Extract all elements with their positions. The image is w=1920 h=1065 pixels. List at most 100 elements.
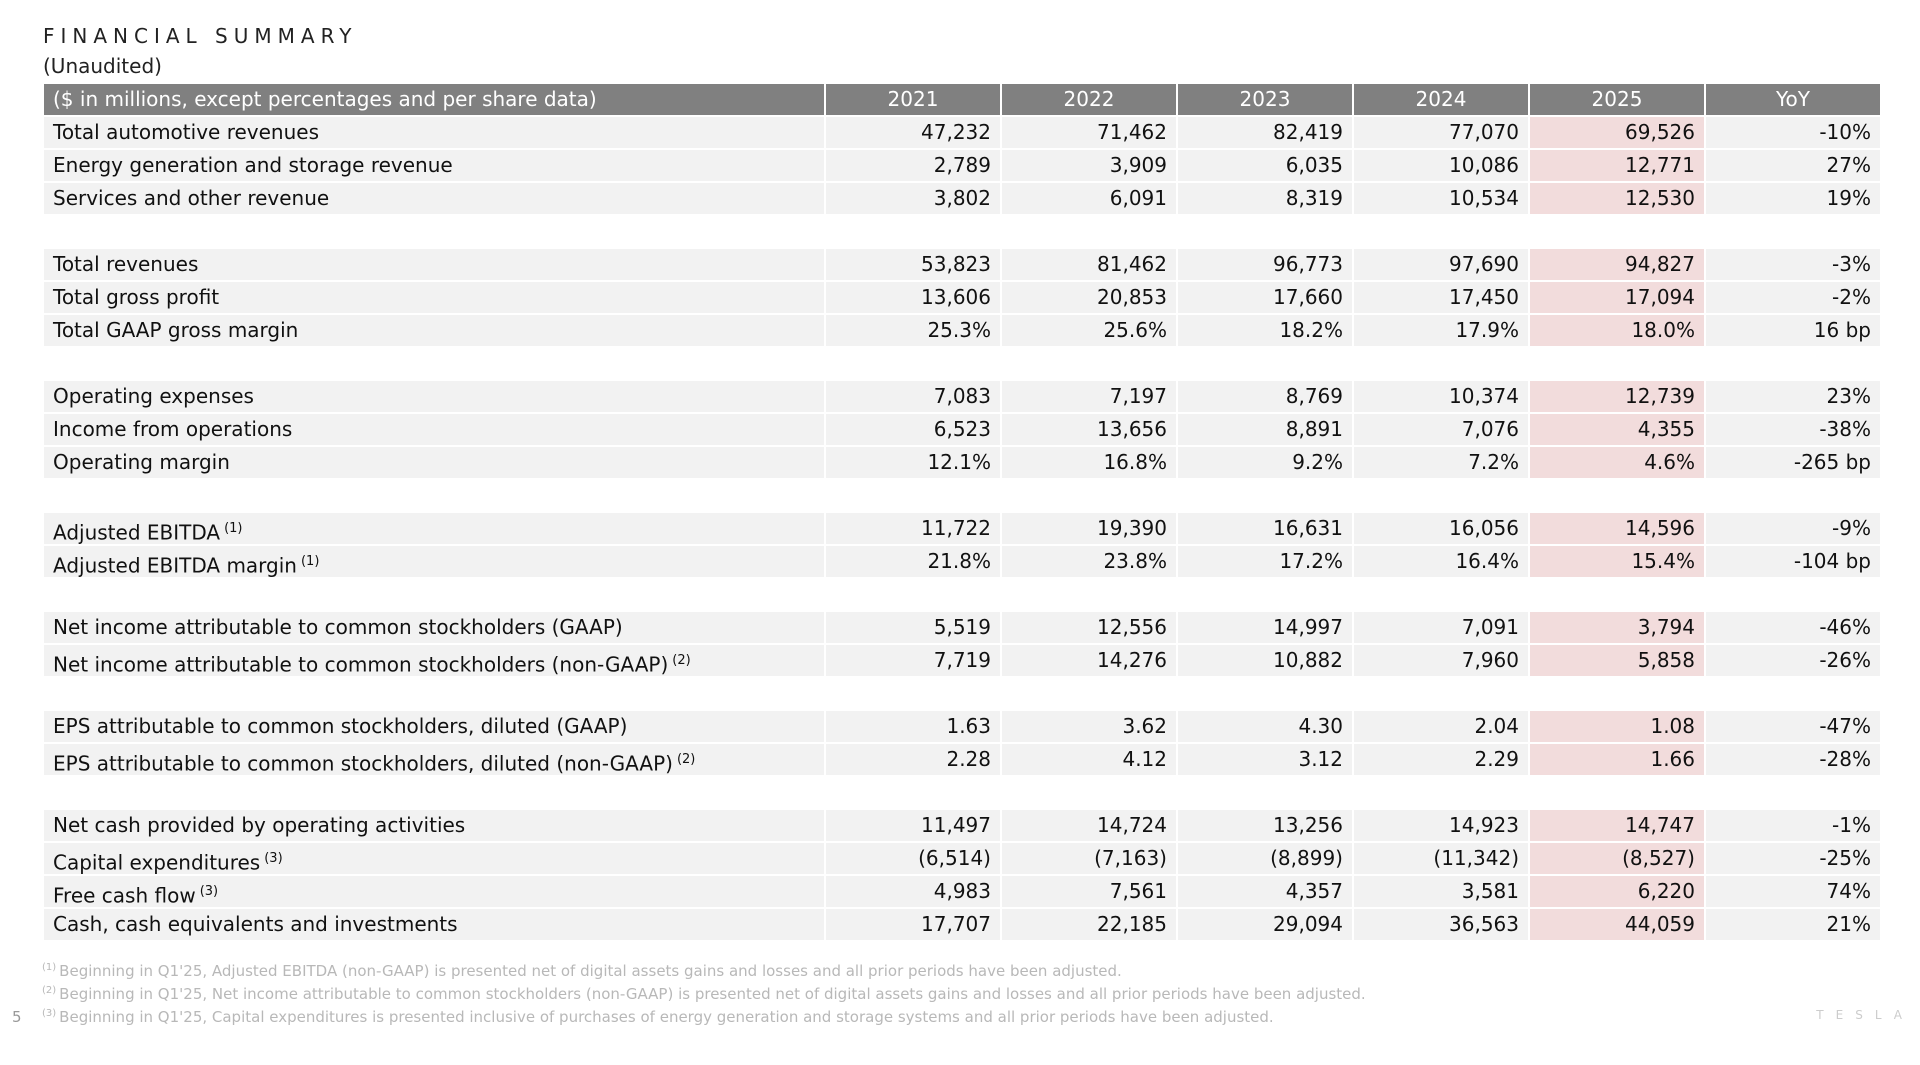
value-cell: 29,094 [1178,909,1352,940]
table-row: Operating expenses 7,083 7,197 8,769 10,374 1… [44,381,1882,412]
value-cell: 3,909 [1002,150,1176,181]
table-row: EPS attributable to common stockholders,… [44,711,1882,742]
value-cell: 4,357 [1178,876,1352,907]
value-cell: (7,163) [1002,843,1176,874]
value-cell: 17,450 [1354,282,1528,313]
table-row: Total GAAP gross margin 25.3% 25.6% 18.2% 17… [44,315,1882,346]
footnote-ref: (1) [300,554,320,569]
value-cell: 11,722 [826,513,1000,544]
row-label: Net income attributable to common stockh… [53,652,669,677]
value-cell: 23.8% [1002,546,1176,577]
value-cell: 18.2% [1178,315,1352,346]
value-cell: (8,899) [1178,843,1352,874]
value-cell: 6,091 [1002,183,1176,214]
column-header: 2025 [1530,84,1704,115]
row-label-cell: Operating expenses [44,381,824,412]
value-cell: -2% [1706,282,1880,313]
value-cell: 2.04 [1354,711,1528,742]
value-cell: 71,462 [1002,117,1176,148]
table-row: Total automotive revenues 47,232 71,462 82,… [44,117,1882,148]
value-cell: 14,747 [1530,810,1704,841]
footnote-mark: (3) [42,1008,57,1019]
value-cell: -1% [1706,810,1880,841]
value-cell: 25.3% [826,315,1000,346]
logo: TESLA [1816,1008,1914,1022]
value-cell: 4,355 [1530,414,1704,445]
financial-table: ($ in millions, except percentages and p… [44,84,1882,942]
column-header: 2021 [826,84,1000,115]
value-cell: -28% [1706,744,1880,775]
value-cell: 8,891 [1178,414,1352,445]
row-label: Services and other revenue [53,186,330,210]
column-header: 2024 [1354,84,1528,115]
value-cell: 14,997 [1178,612,1352,643]
row-label: Adjusted EBITDA margin [53,553,297,578]
table-row: Total revenues 53,823 81,462 96,773 97,690 94… [44,249,1882,280]
value-cell: 22,185 [1002,909,1176,940]
footnote-ref: (3) [264,851,283,866]
value-cell: 16.8% [1002,447,1176,478]
value-cell: 8,769 [1178,381,1352,412]
table-row: Cash, cash equivalents and investments 17… [44,909,1882,940]
value-cell: 19,390 [1002,513,1176,544]
page-number: 5 [12,1008,22,1026]
table-row: Capital expenditures (3) (6,514) (7,163) (8,… [44,843,1882,875]
value-cell: 13,656 [1002,414,1176,445]
table-row: Services and other revenue 3,802 6,091 8,31… [44,183,1882,214]
row-label-cell: Free cash flow (3) [44,876,824,908]
value-cell: 4.12 [1002,744,1176,775]
value-cell: 20,853 [1002,282,1176,313]
footnote-ref: (2) [676,752,696,767]
table-row: EPS attributable to common stockholders,… [44,744,1882,776]
spacer [44,678,1882,711]
footnote-mark: (2) [42,985,57,996]
value-cell: 14,276 [1002,645,1176,676]
table-row: Operating margin 12.1% 16.8% 9.2% 7.2% 4.6% -2… [44,447,1882,478]
value-cell: 12,530 [1530,183,1704,214]
value-cell: 5,519 [826,612,1000,643]
subtitle: (Unaudited) [43,54,162,78]
value-cell: 1.08 [1530,711,1704,742]
spacer [44,216,1882,249]
column-header: ($ in millions, except percentages and p… [44,84,824,115]
value-cell: 81,462 [1002,249,1176,280]
value-cell: -265 bp [1706,447,1880,478]
value-cell: 17.2% [1178,546,1352,577]
value-cell: 27% [1706,150,1880,181]
value-cell: 53,823 [826,249,1000,280]
value-cell: 4,983 [826,876,1000,907]
footnote-ref: (2) [672,653,691,668]
value-cell: 23% [1706,381,1880,412]
value-cell: 2.28 [826,744,1000,775]
value-cell: 3,794 [1530,612,1704,643]
footnote: (3) Beginning in Q1'25, Capital expenditu… [42,1008,1274,1026]
row-label-cell: EPS attributable to common stockholders,… [44,744,824,776]
value-cell: 12.1% [826,447,1000,478]
value-cell: 1.66 [1530,744,1704,775]
table-row: Total gross profit 13,606 20,853 17,660 17,4… [44,282,1882,313]
row-label-cell: Services and other revenue [44,183,824,214]
row-label-cell: Adjusted EBITDA (1) [44,513,824,545]
row-label-cell: Adjusted EBITDA margin (1) [44,546,824,578]
footnote-text: Beginning in Q1'25, Adjusted EBITDA (non… [59,962,1122,980]
value-cell: 77,070 [1354,117,1528,148]
spacer [44,348,1882,381]
value-cell: -46% [1706,612,1880,643]
value-cell: 97,690 [1354,249,1528,280]
value-cell: 25.6% [1002,315,1176,346]
value-cell: 16,631 [1178,513,1352,544]
row-label: Energy generation and storage revenue [53,153,453,177]
column-header: 2023 [1178,84,1352,115]
row-label-cell: Total automotive revenues [44,117,824,148]
value-cell: 16 bp [1706,315,1880,346]
footnote-ref: (1) [224,521,243,536]
value-cell: (8,527) [1530,843,1704,874]
value-cell: 2.29 [1354,744,1528,775]
value-cell: (11,342) [1354,843,1528,874]
row-label-cell: Capital expenditures (3) [44,843,824,875]
value-cell: 4.6% [1530,447,1704,478]
value-cell: 7,091 [1354,612,1528,643]
value-cell: 14,724 [1002,810,1176,841]
value-cell: 4.30 [1178,711,1352,742]
